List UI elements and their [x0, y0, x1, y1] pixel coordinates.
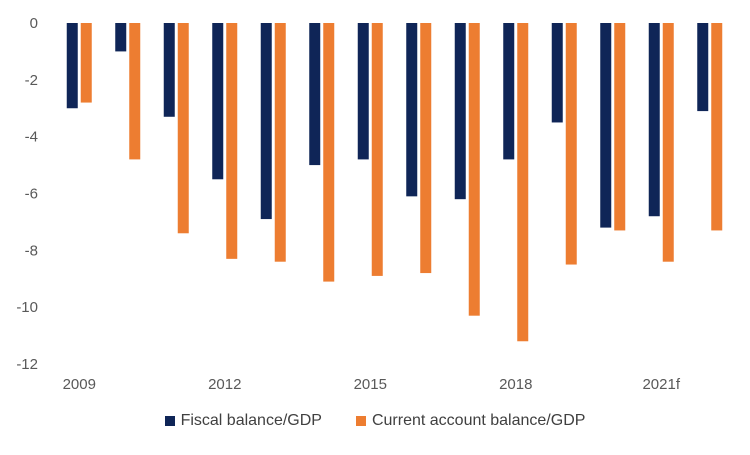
y-tick-label: 0 — [30, 15, 38, 32]
bar-fiscal-balance — [503, 23, 515, 160]
bar-current-account-balance — [711, 23, 723, 231]
bar-current-account-balance — [80, 23, 92, 103]
bar-current-account-balance — [371, 23, 383, 276]
x-tick-label: 2015 — [354, 376, 387, 393]
x-tick-label: 2018 — [499, 376, 532, 393]
bar-current-account-balance — [614, 23, 626, 231]
legend-swatch-current-account — [355, 416, 366, 426]
bar-fiscal-balance — [551, 23, 563, 123]
bar-fiscal-balance — [115, 23, 127, 52]
bar-current-account-balance — [420, 23, 432, 274]
x-tick-label: 2009 — [63, 376, 96, 393]
bar-fiscal-balance — [212, 23, 224, 180]
bar-current-account-balance — [129, 23, 141, 160]
y-tick-label: -2 — [25, 72, 38, 89]
y-tick-label: -12 — [16, 356, 38, 373]
legend-swatch-fiscal — [164, 416, 175, 426]
y-tick-label: -8 — [25, 242, 38, 259]
x-tick-label: 2021f — [642, 376, 680, 393]
bar-fiscal-balance — [357, 23, 369, 160]
legend-label-current-account: Current account balance/GDP — [371, 412, 586, 429]
bar-current-account-balance — [468, 23, 480, 316]
bar-current-account-balance — [177, 23, 189, 234]
bar-fiscal-balance — [406, 23, 418, 197]
legend: Fiscal balance/GDP Current account balan… — [0, 406, 750, 436]
bar-fiscal-balance — [600, 23, 612, 228]
bar-current-account-balance — [226, 23, 238, 259]
bar-fiscal-balance — [309, 23, 321, 166]
bar-current-account-balance — [323, 23, 335, 282]
bar-current-account-balance — [662, 23, 674, 262]
bar-fiscal-balance — [454, 23, 466, 200]
bar-fiscal-balance — [648, 23, 660, 217]
bar-fiscal-balance — [163, 23, 175, 117]
bar-fiscal-balance — [697, 23, 709, 112]
y-tick-label: -6 — [25, 186, 38, 203]
x-tick-label: 2012 — [208, 376, 241, 393]
bar-fiscal-balance — [260, 23, 272, 220]
bar-current-account-balance — [565, 23, 577, 265]
bar-current-account-balance — [274, 23, 286, 262]
legend-item-fiscal: Fiscal balance/GDP — [164, 412, 322, 430]
bar-fiscal-balance — [66, 23, 78, 109]
legend-label-fiscal: Fiscal balance/GDP — [180, 412, 322, 429]
bar-current-account-balance — [517, 23, 529, 342]
y-tick-label: -4 — [25, 129, 38, 146]
legend-item-current-account: Current account balance/GDP — [355, 412, 586, 430]
y-tick-label: -10 — [16, 299, 38, 316]
